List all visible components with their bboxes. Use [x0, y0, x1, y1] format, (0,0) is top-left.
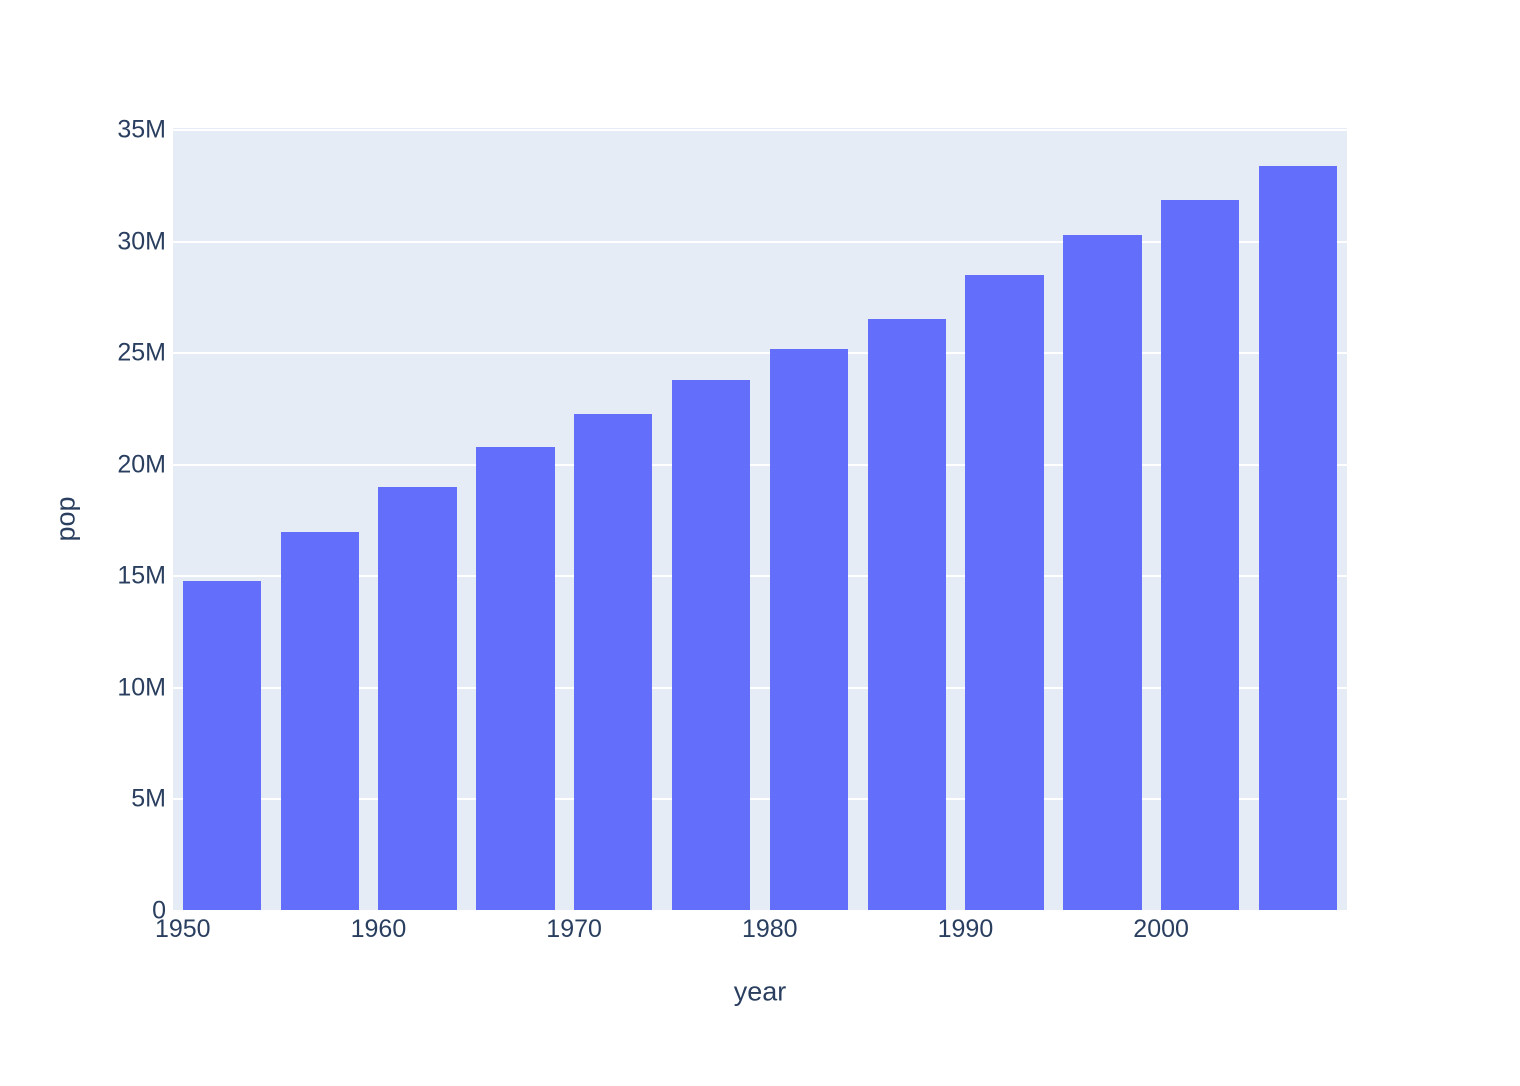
y-axis-title: pop — [50, 496, 81, 542]
y-tick-label-30M: 30M — [117, 227, 166, 256]
x-axis-tick-labels: 1950 1960 1970 1980 1990 2000 — [155, 915, 1347, 951]
x-tick-label-2000: 2000 — [1133, 915, 1189, 943]
y-tick-label-0: 0 — [152, 896, 166, 925]
y-tick-label-20M: 20M — [117, 450, 166, 479]
bar-1962[interactable] — [378, 487, 457, 911]
x-tick-label-1950: 1950 — [154, 915, 211, 943]
bar-1977[interactable] — [671, 380, 751, 911]
bar-1992[interactable] — [965, 274, 1044, 911]
y-tick-label-35M: 35M — [117, 115, 166, 144]
y-tick-label-25M: 25M — [117, 338, 166, 367]
y-tick-label-5M: 5M — [131, 784, 166, 813]
bar-1967[interactable] — [476, 447, 555, 911]
bar-1987[interactable] — [867, 318, 946, 911]
gridline-5M — [173, 798, 1347, 801]
y-axis-tick-labels: 0 5M 10M 15M 20M 25M 30M 35M — [0, 117, 166, 923]
gridline-35M — [173, 129, 1347, 132]
bar-2007[interactable] — [1258, 166, 1338, 911]
bar-1952[interactable] — [182, 580, 262, 911]
y-tick-label-10M: 10M — [117, 673, 166, 702]
x-tick-label-1980: 1980 — [741, 915, 798, 943]
x-tick-label-1990: 1990 — [937, 915, 994, 943]
gridline-20M — [173, 463, 1347, 466]
bar-1997[interactable] — [1063, 235, 1142, 911]
x-tick-label-1970: 1970 — [546, 915, 602, 943]
gridline-15M — [173, 575, 1347, 578]
gridline-30M — [173, 240, 1347, 243]
bar-1957[interactable] — [280, 531, 359, 911]
gridline-25M — [173, 352, 1347, 355]
x-axis-title: year — [733, 976, 787, 1007]
y-tick-label-15M: 15M — [117, 561, 166, 590]
x-tick-label-1960: 1960 — [350, 915, 407, 943]
plot-area[interactable] — [173, 128, 1347, 912]
gridline-10M — [173, 686, 1347, 689]
bar-1982[interactable] — [769, 349, 849, 911]
bar-2002[interactable] — [1161, 199, 1240, 911]
x-axis-zeroline — [173, 910, 1347, 912]
plot-background — [173, 128, 1347, 911]
bar-1972[interactable] — [574, 413, 653, 911]
